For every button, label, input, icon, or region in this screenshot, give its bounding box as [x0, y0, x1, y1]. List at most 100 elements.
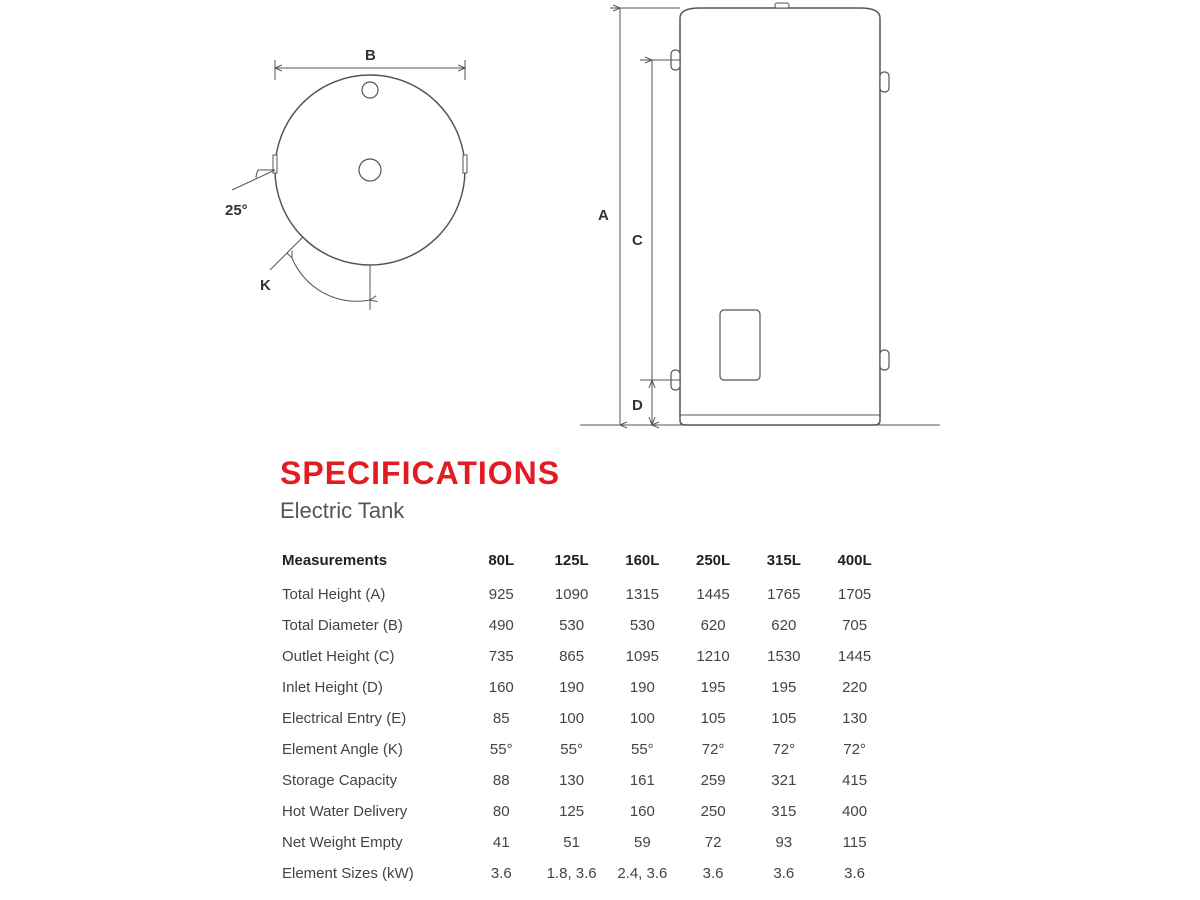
table-row: Total Diameter (B)490530530620620705 [280, 610, 890, 641]
label-angle: 25° [225, 202, 248, 219]
diagram-area: B 25° K [0, 0, 1200, 440]
top-view: B 25° K [225, 47, 467, 310]
cell-value: 1315 [607, 579, 678, 610]
cell-value: 190 [607, 672, 678, 703]
row-label: Total Diameter (B) [280, 610, 466, 641]
cell-value: 1445 [819, 641, 890, 672]
table-row: Outlet Height (C)7358651095121015301445 [280, 641, 890, 672]
cell-value: 400 [819, 796, 890, 827]
cell-value: 735 [466, 641, 536, 672]
cell-value: 72° [678, 734, 749, 765]
row-label: Hot Water Delivery [280, 796, 466, 827]
label-B: B [365, 47, 376, 64]
table-row: Element Sizes (kW)3.61.8, 3.62.4, 3.63.6… [280, 858, 890, 889]
cell-value: 530 [607, 610, 678, 641]
cell-value: 55° [536, 734, 607, 765]
cell-value: 1095 [607, 641, 678, 672]
cell-value: 190 [536, 672, 607, 703]
cell-value: 1445 [678, 579, 749, 610]
table-header-row: Measurements 80L125L160L250L315L400L [280, 546, 890, 579]
side-view: A C D [580, 3, 940, 425]
spec-diagram: B 25° K [0, 0, 1200, 440]
table-row: Storage Capacity88130161259321415 [280, 765, 890, 796]
cell-value: 250 [678, 796, 749, 827]
cell-value: 72° [748, 734, 819, 765]
cell-value: 80 [466, 796, 536, 827]
cell-value: 1.8, 3.6 [536, 858, 607, 889]
page-subtitle: Electric Tank [280, 498, 980, 524]
spec-table: Measurements 80L125L160L250L315L400L Tot… [280, 546, 890, 889]
cell-value: 88 [466, 765, 536, 796]
cell-value: 41 [466, 827, 536, 858]
table-row: Net Weight Empty4151597293115 [280, 827, 890, 858]
cell-value: 93 [748, 827, 819, 858]
cell-value: 1090 [536, 579, 607, 610]
col-header: 315L [748, 546, 819, 579]
table-row: Element Angle (K)55°55°55°72°72°72° [280, 734, 890, 765]
cell-value: 72° [819, 734, 890, 765]
cell-value: 100 [536, 703, 607, 734]
cell-value: 105 [748, 703, 819, 734]
cell-value: 195 [678, 672, 749, 703]
row-label: Net Weight Empty [280, 827, 466, 858]
col-header: 125L [536, 546, 607, 579]
cell-value: 125 [536, 796, 607, 827]
cell-value: 925 [466, 579, 536, 610]
cell-value: 620 [678, 610, 749, 641]
cell-value: 160 [607, 796, 678, 827]
cell-value: 415 [819, 765, 890, 796]
label-D: D [632, 397, 643, 414]
cell-value: 620 [748, 610, 819, 641]
cell-value: 490 [466, 610, 536, 641]
cell-value: 160 [466, 672, 536, 703]
cell-value: 55° [607, 734, 678, 765]
cell-value: 259 [678, 765, 749, 796]
cell-value: 72 [678, 827, 749, 858]
row-label: Outlet Height (C) [280, 641, 466, 672]
col-header: 250L [678, 546, 749, 579]
cell-value: 530 [536, 610, 607, 641]
cell-value: 115 [819, 827, 890, 858]
row-label: Element Sizes (kW) [280, 858, 466, 889]
cell-value: 3.6 [466, 858, 536, 889]
cell-value: 105 [678, 703, 749, 734]
cell-value: 195 [748, 672, 819, 703]
row-label: Total Height (A) [280, 579, 466, 610]
cell-value: 161 [607, 765, 678, 796]
cell-value: 705 [819, 610, 890, 641]
spec-table-body: Total Height (A)92510901315144517651705T… [280, 579, 890, 889]
cell-value: 2.4, 3.6 [607, 858, 678, 889]
cell-value: 1530 [748, 641, 819, 672]
cell-value: 1765 [748, 579, 819, 610]
col-header: 160L [607, 546, 678, 579]
row-label: Electrical Entry (E) [280, 703, 466, 734]
page-title: SPECIFICATIONS [280, 455, 980, 492]
cell-value: 3.6 [678, 858, 749, 889]
cell-value: 1705 [819, 579, 890, 610]
table-row: Total Height (A)92510901315144517651705 [280, 579, 890, 610]
cell-value: 315 [748, 796, 819, 827]
row-label: Element Angle (K) [280, 734, 466, 765]
table-row: Inlet Height (D)160190190195195220 [280, 672, 890, 703]
cell-value: 51 [536, 827, 607, 858]
cell-value: 321 [748, 765, 819, 796]
cell-value: 130 [536, 765, 607, 796]
cell-value: 1210 [678, 641, 749, 672]
cell-value: 3.6 [819, 858, 890, 889]
row-header-label: Measurements [280, 546, 466, 579]
table-row: Hot Water Delivery80125160250315400 [280, 796, 890, 827]
label-C: C [632, 232, 643, 249]
col-header: 80L [466, 546, 536, 579]
cell-value: 100 [607, 703, 678, 734]
cell-value: 3.6 [748, 858, 819, 889]
content: SPECIFICATIONS Electric Tank Measurement… [280, 455, 980, 889]
cell-value: 59 [607, 827, 678, 858]
label-A: A [598, 207, 609, 224]
row-label: Inlet Height (D) [280, 672, 466, 703]
label-K: K [260, 277, 271, 294]
cell-value: 220 [819, 672, 890, 703]
row-label: Storage Capacity [280, 765, 466, 796]
table-row: Electrical Entry (E)85100100105105130 [280, 703, 890, 734]
col-header: 400L [819, 546, 890, 579]
cell-value: 85 [466, 703, 536, 734]
